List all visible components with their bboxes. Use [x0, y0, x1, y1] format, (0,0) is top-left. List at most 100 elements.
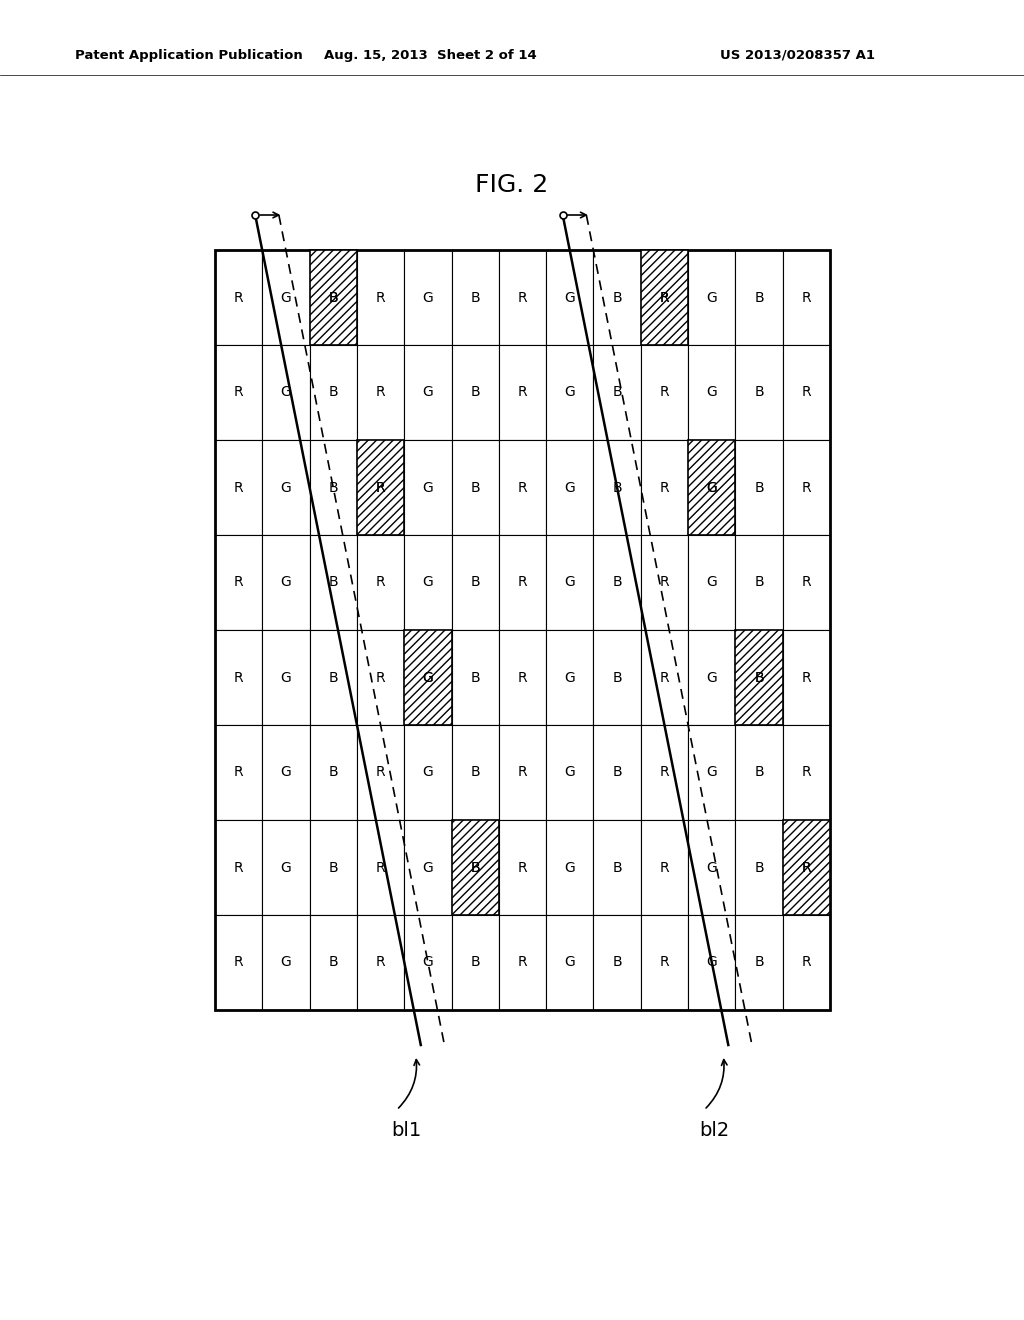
- Text: B: B: [612, 290, 622, 305]
- Bar: [309, 535, 357, 630]
- Bar: [404, 725, 452, 820]
- Text: Aug. 15, 2013  Sheet 2 of 14: Aug. 15, 2013 Sheet 2 of 14: [324, 49, 537, 62]
- Text: R: R: [659, 671, 670, 685]
- Bar: [357, 535, 404, 630]
- Text: B: B: [612, 671, 622, 685]
- Text: B: B: [612, 956, 622, 969]
- Bar: [309, 249, 357, 345]
- Bar: [357, 249, 404, 345]
- Text: R: R: [518, 956, 527, 969]
- Text: B: B: [755, 385, 764, 400]
- Bar: [215, 535, 262, 630]
- Text: R: R: [233, 956, 244, 969]
- Bar: [546, 630, 594, 725]
- Text: B: B: [329, 290, 338, 305]
- Bar: [215, 630, 262, 725]
- Text: G: G: [564, 576, 575, 590]
- Bar: [404, 820, 452, 915]
- Text: G: G: [564, 766, 575, 780]
- Text: B: B: [470, 861, 480, 874]
- Text: G: G: [707, 290, 717, 305]
- Text: R: R: [659, 290, 670, 305]
- Bar: [688, 820, 735, 915]
- Text: R: R: [659, 480, 670, 495]
- Text: G: G: [423, 385, 433, 400]
- Text: B: B: [612, 766, 622, 780]
- Text: B: B: [612, 385, 622, 400]
- Text: R: R: [659, 766, 670, 780]
- Text: R: R: [802, 861, 811, 874]
- Text: G: G: [564, 480, 575, 495]
- Text: B: B: [329, 766, 338, 780]
- Bar: [735, 249, 782, 345]
- Text: B: B: [329, 290, 338, 305]
- Text: R: R: [659, 385, 670, 400]
- Bar: [262, 630, 309, 725]
- Text: B: B: [329, 671, 338, 685]
- Text: Patent Application Publication: Patent Application Publication: [75, 49, 303, 62]
- Bar: [594, 820, 641, 915]
- Text: R: R: [518, 385, 527, 400]
- Bar: [546, 915, 594, 1010]
- Text: B: B: [470, 480, 480, 495]
- Bar: [782, 249, 830, 345]
- Text: R: R: [518, 290, 527, 305]
- Text: G: G: [281, 385, 292, 400]
- Text: B: B: [470, 576, 480, 590]
- Bar: [404, 535, 452, 630]
- Text: G: G: [707, 480, 717, 495]
- Text: R: R: [518, 766, 527, 780]
- Bar: [594, 915, 641, 1010]
- Bar: [688, 915, 735, 1010]
- Bar: [452, 820, 499, 915]
- Bar: [641, 440, 688, 535]
- Bar: [357, 440, 404, 535]
- Bar: [546, 345, 594, 440]
- Bar: [688, 725, 735, 820]
- Bar: [641, 820, 688, 915]
- Text: R: R: [376, 480, 385, 495]
- Bar: [735, 345, 782, 440]
- Bar: [357, 915, 404, 1010]
- Bar: [594, 440, 641, 535]
- Bar: [782, 630, 830, 725]
- Bar: [735, 820, 782, 915]
- Bar: [309, 820, 357, 915]
- Text: R: R: [802, 671, 811, 685]
- Bar: [215, 440, 262, 535]
- Bar: [215, 820, 262, 915]
- Bar: [452, 820, 499, 915]
- Bar: [594, 630, 641, 725]
- Text: B: B: [755, 576, 764, 590]
- Bar: [452, 345, 499, 440]
- Text: B: B: [755, 861, 764, 874]
- Text: R: R: [376, 861, 385, 874]
- Bar: [404, 915, 452, 1010]
- Text: G: G: [423, 861, 433, 874]
- Bar: [735, 535, 782, 630]
- Bar: [309, 915, 357, 1010]
- Text: G: G: [281, 671, 292, 685]
- Bar: [404, 630, 452, 725]
- Bar: [782, 915, 830, 1010]
- Text: B: B: [329, 385, 338, 400]
- Text: G: G: [707, 385, 717, 400]
- Text: R: R: [802, 956, 811, 969]
- Bar: [735, 630, 782, 725]
- Text: R: R: [659, 861, 670, 874]
- Bar: [404, 440, 452, 535]
- Text: G: G: [423, 766, 433, 780]
- Bar: [499, 630, 546, 725]
- Text: B: B: [470, 766, 480, 780]
- Bar: [782, 820, 830, 915]
- Text: G: G: [281, 766, 292, 780]
- Bar: [452, 249, 499, 345]
- Bar: [735, 630, 782, 725]
- Text: R: R: [376, 576, 385, 590]
- Text: B: B: [755, 671, 764, 685]
- Text: R: R: [518, 480, 527, 495]
- Bar: [262, 725, 309, 820]
- Text: G: G: [423, 956, 433, 969]
- Bar: [782, 345, 830, 440]
- Bar: [262, 345, 309, 440]
